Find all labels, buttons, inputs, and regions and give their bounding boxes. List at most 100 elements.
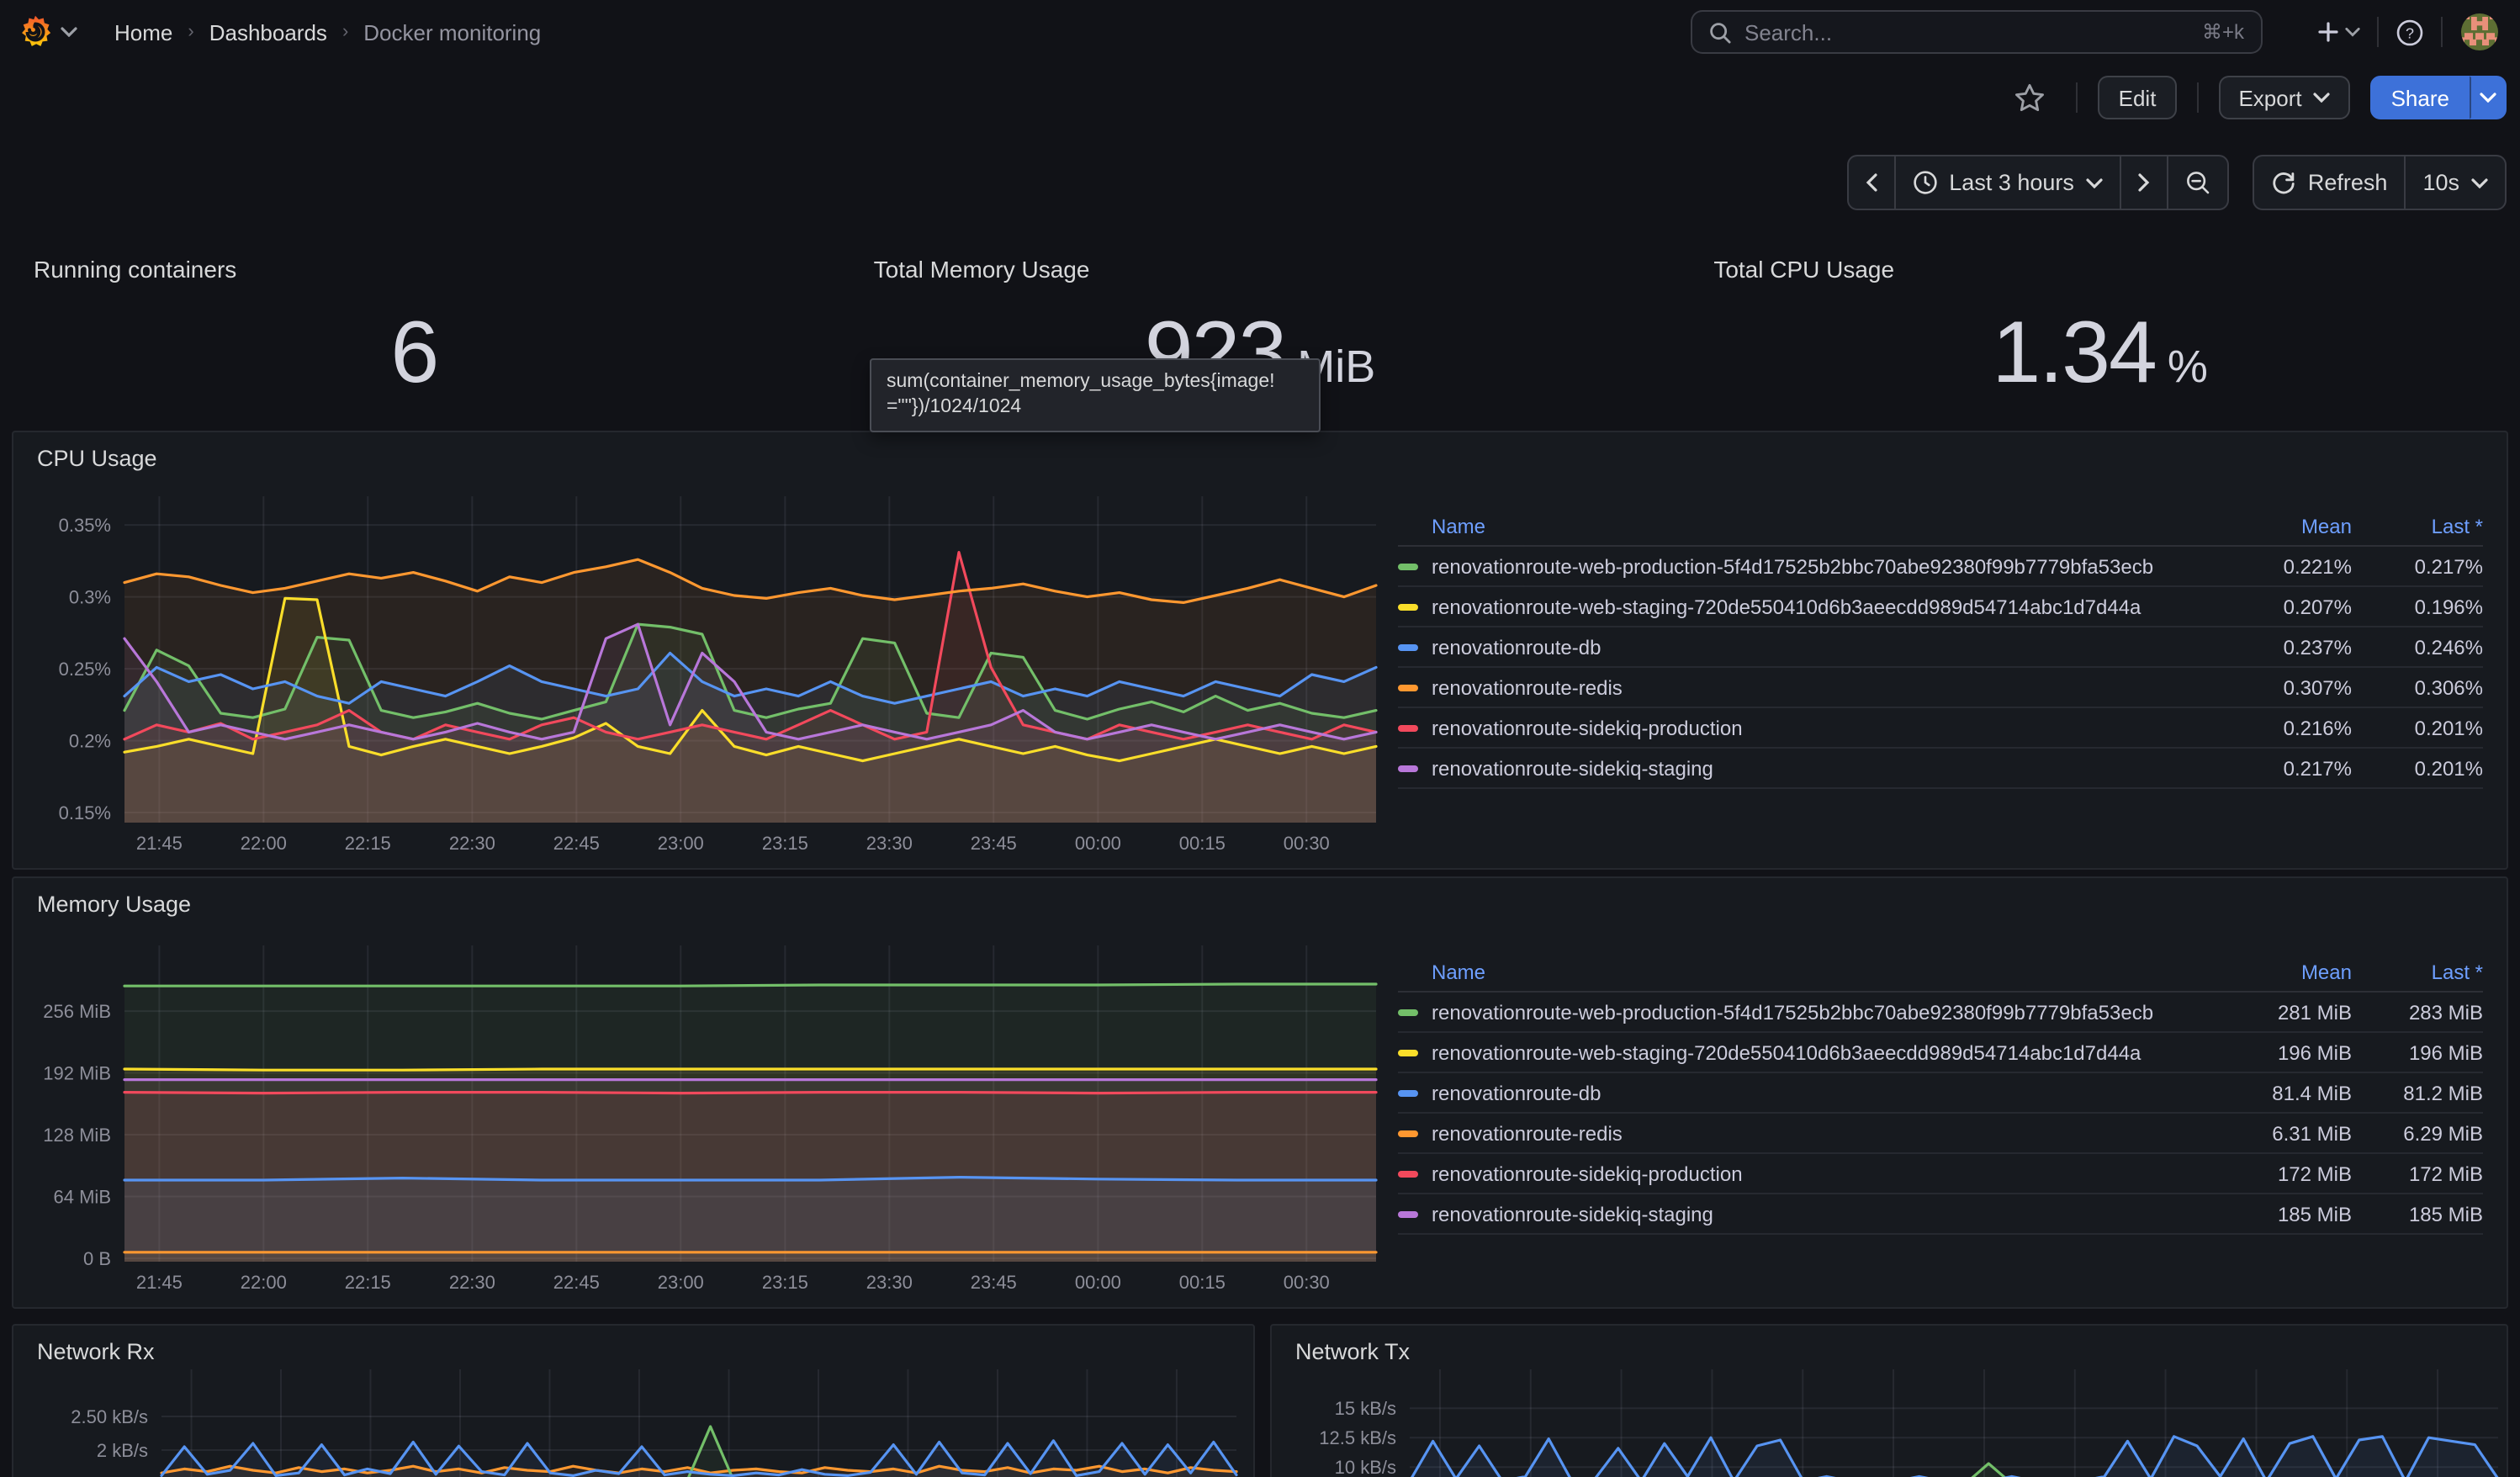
user-avatar[interactable] (2459, 12, 2500, 52)
rx-chart-svg: 2.50 kB/s 2 kB/s 1.50 kB/s (71, 1369, 1238, 1477)
legend-series-name[interactable]: renovationroute-web-production-5f4d17525… (1432, 1000, 2154, 1024)
svg-text:23:15: 23:15 (762, 1272, 808, 1293)
series-color-swatch (1398, 1170, 1418, 1177)
svg-text:23:00: 23:00 (658, 1272, 704, 1293)
legend-series-name[interactable]: renovationroute-sidekiq-staging (1432, 1202, 1713, 1226)
cpu-usage-chart[interactable]: 0.35% 0.3% 0.25% 0.2% 0.15% 21:45 22:00 22:15 22… (27, 479, 1393, 871)
edit-button[interactable]: Edit (2098, 76, 2177, 119)
legend-series-last: 196 MiB (2408, 1040, 2483, 1064)
legend-series-mean: 0.207% (2283, 595, 2352, 618)
divider (2196, 82, 2199, 113)
svg-text:21:45: 21:45 (136, 833, 183, 854)
chevron-right-icon (2138, 173, 2150, 192)
time-range-picker[interactable]: Last 3 hours (1893, 155, 2121, 210)
memory-legend-table: Name Mean Last * renovationroute-web-produc… (1398, 952, 2483, 1235)
legend-series-mean: 172 MiB (2277, 1162, 2352, 1185)
legend-series-name[interactable]: renovationroute-redis (1432, 675, 1623, 699)
divider (2377, 17, 2379, 47)
panel-total-memory-usage[interactable]: Total Memory Usage 923 MiB (840, 236, 1681, 424)
search-input[interactable]: Search... ⌘+k (1691, 10, 2263, 54)
series-color-swatch (1398, 1210, 1418, 1217)
legend-header-name[interactable]: Name (1432, 960, 1486, 983)
clock-icon (1913, 171, 1936, 194)
breadcrumb-dashboards[interactable]: Dashboards (209, 19, 327, 45)
zoom-out-button[interactable] (2166, 155, 2229, 210)
legend-series-name[interactable]: renovationroute-web-production-5f4d17525… (1432, 554, 2154, 578)
svg-text:00:30: 00:30 (1284, 833, 1330, 854)
legend-series-name[interactable]: renovationroute-web-staging-720de550410d… (1432, 595, 2141, 618)
svg-text:0.35%: 0.35% (59, 515, 111, 536)
legend-series-name[interactable]: renovationroute-db (1432, 635, 1601, 659)
svg-text:12.5 kB/s: 12.5 kB/s (1319, 1427, 1396, 1448)
share-button[interactable]: Share (2370, 76, 2470, 119)
legend-series-last: 0.201% (2414, 716, 2483, 739)
legend-series-last: 0.306% (2414, 675, 2483, 699)
legend-header: Name Mean Last * (1398, 506, 2483, 547)
legend-header-mean[interactable]: Mean (2300, 514, 2352, 537)
legend-header-name[interactable]: Name (1432, 514, 1486, 537)
help-button[interactable]: ? (2396, 18, 2424, 46)
legend-header-last[interactable]: Last * (2431, 960, 2483, 983)
svg-text:23:45: 23:45 (971, 1272, 1017, 1293)
grafana-logo-menu[interactable] (17, 13, 77, 50)
divider (2441, 17, 2443, 47)
export-button[interactable]: Export (2218, 76, 2351, 119)
memory-usage-chart[interactable]: 256 MiB 192 MiB 128 MiB 64 MiB 0 B 21:45 22:00… (27, 932, 1393, 1314)
legend-row: renovationroute-db 0.237% 0.246% (1398, 627, 2483, 668)
panel-running-containers[interactable]: Running containers 6 (0, 236, 840, 424)
star-icon[interactable] (2014, 82, 2046, 114)
legend-series-mean: 281 MiB (2277, 1000, 2352, 1024)
network-tx-chart[interactable]: 15 kB/s 12.5 kB/s 10 kB/s (1285, 1359, 2508, 1477)
legend-series-name[interactable]: renovationroute-sidekiq-staging (1432, 756, 1713, 780)
panel-cpu-usage: CPU Usage 0.35% 0.3% 0.25% 0.2% 0.15% 21:45 22… (12, 431, 2508, 870)
svg-text:22:45: 22:45 (553, 1272, 600, 1293)
series-color-swatch (1398, 603, 1418, 610)
svg-text:22:15: 22:15 (345, 1272, 391, 1293)
add-button[interactable] (2316, 20, 2360, 44)
svg-text:15 kB/s: 15 kB/s (1335, 1398, 1396, 1419)
legend-row: renovationroute-sidekiq-staging 0.217% 0.2… (1398, 749, 2483, 789)
series-color-swatch (1398, 684, 1418, 691)
legend-series-mean: 0.221% (2283, 554, 2352, 578)
legend-series-mean: 0.237% (2283, 635, 2352, 659)
cpu-chart-svg: 0.35% 0.3% 0.25% 0.2% 0.15% 21:45 22:00 22:15 22… (59, 496, 1378, 854)
legend-series-name[interactable]: renovationroute-db (1432, 1081, 1601, 1104)
svg-text:00:00: 00:00 (1075, 833, 1121, 854)
search-icon (1710, 22, 1731, 43)
refresh-button[interactable]: Refresh (2252, 155, 2406, 210)
share-menu-button[interactable] (2470, 76, 2507, 119)
refresh-interval-picker[interactable]: 10s (2404, 155, 2507, 210)
stat-value: 1.34 % (1992, 304, 2208, 402)
breadcrumb-chevron-icon: › (341, 22, 349, 42)
legend-series-mean: 81.4 MiB (2272, 1081, 2352, 1104)
chevron-down-icon (2471, 177, 2488, 188)
breadcrumb-home[interactable]: Home (114, 19, 173, 45)
panel-memory-usage: Memory Usage 256 MiB 192 MiB 128 MiB 64 MiB… (12, 876, 2508, 1309)
time-shift-forward-button[interactable] (2119, 155, 2168, 210)
legend-series-last: 0.217% (2414, 554, 2483, 578)
legend-series-mean: 0.307% (2283, 675, 2352, 699)
mem-chart-svg: 256 MiB 192 MiB 128 MiB 64 MiB 0 B 21:45 22:00… (43, 945, 1378, 1293)
chevron-down-icon (2313, 93, 2331, 103)
legend-series-mean: 185 MiB (2277, 1202, 2352, 1226)
legend-series-name[interactable]: renovationroute-redis (1432, 1121, 1623, 1145)
panel-total-cpu-usage[interactable]: Total CPU Usage 1.34 % (1680, 236, 2520, 424)
legend-header-mean[interactable]: Mean (2300, 960, 2352, 983)
chevron-down-icon (2345, 27, 2360, 37)
legend-header-last[interactable]: Last * (2431, 514, 2483, 537)
svg-text:0.25%: 0.25% (59, 659, 111, 680)
series-color-swatch (1398, 1008, 1418, 1015)
legend-series-last: 0.196% (2414, 595, 2483, 618)
refresh-icon (2273, 172, 2295, 194)
svg-text:00:00: 00:00 (1075, 1272, 1121, 1293)
time-shift-back-button[interactable] (1846, 155, 1896, 210)
legend-series-name[interactable]: renovationroute-sidekiq-production (1432, 1162, 1743, 1185)
legend-row: renovationroute-redis 6.31 MiB 6.29 MiB (1398, 1114, 2483, 1154)
network-rx-chart[interactable]: 2.50 kB/s 2 kB/s 1.50 kB/s (27, 1359, 1243, 1477)
legend-series-name[interactable]: renovationroute-web-staging-720de550410d… (1432, 1040, 2141, 1064)
svg-text:23:15: 23:15 (762, 833, 808, 854)
breadcrumb: Home › Dashboards › Docker monitoring (114, 19, 541, 45)
nav-actions: ? (2316, 0, 2500, 64)
legend-series-name[interactable]: renovationroute-sidekiq-production (1432, 716, 1743, 739)
